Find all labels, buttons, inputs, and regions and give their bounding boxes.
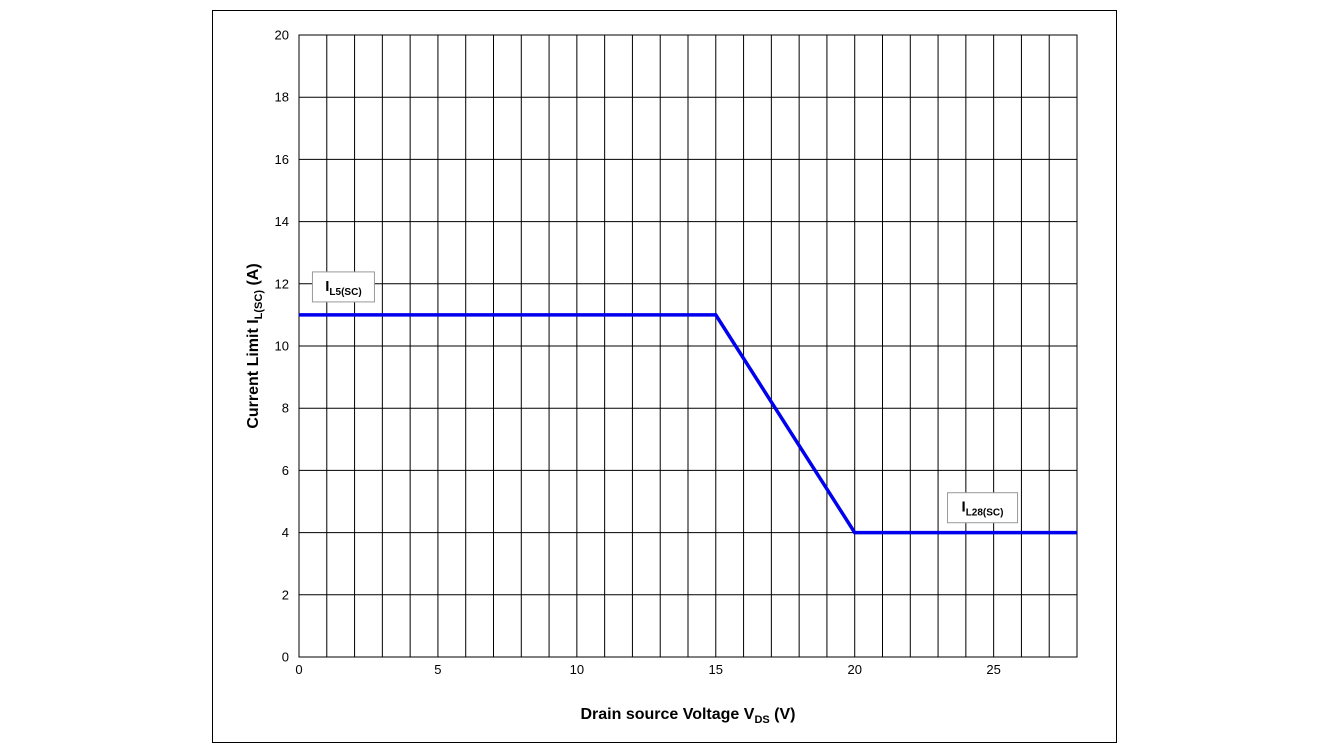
x-tick-label: 20 [847,662,861,677]
y-tick-label: 2 [282,587,289,602]
y-axis-title-unit: (A) [245,263,262,290]
annotation-main: I [325,278,329,295]
annotation-box [947,492,1019,524]
annotation-main: I [962,499,966,516]
y-tick-label: 8 [282,401,289,416]
annotation-label: IL28(SC) [947,492,1019,524]
y-tick-label: 12 [275,276,289,291]
x-tick-label: 15 [709,662,723,677]
annotation-text: IL5(SC) [325,278,361,298]
y-tick-label: 6 [282,463,289,478]
plot-area [298,34,1078,658]
x-axis-title: Drain source Voltage VDS (V) [580,706,795,726]
annotation-box [311,271,375,303]
tick-labels: 0 5 10 15 20 25 0 2 4 6 8 10 12 14 16 18 20 [275,28,1001,678]
series-layer [299,313,1077,535]
y-axis-title: Current Limit IL(SC) (A) [245,263,265,428]
y-tick-label: 4 [282,525,289,540]
x-axis-title-main: Drain source Voltage V [580,706,754,723]
y-axis-title-main: Current Limit I [245,319,262,428]
annotation-text: IL28(SC) [962,499,1004,519]
annotation-sub: L5(SC) [329,287,361,298]
x-tick-label: 10 [570,662,584,677]
y-axis-title-sub: L(SC) [253,290,265,320]
x-axis-title-sub: DS [754,714,769,726]
x-axis-title-unit: (V) [770,706,796,723]
y-tick-label: 0 [282,650,289,665]
y-tick-label: 20 [275,28,289,43]
annotations: IL5(SC)IL28(SC) [311,271,1019,524]
y-tick-label: 16 [275,152,289,167]
y-tick-label: 18 [275,90,289,105]
annotation-sub: L28(SC) [966,508,1004,519]
grid [298,34,1078,658]
x-tick-label: 25 [986,662,1000,677]
x-tick-label: 5 [434,662,441,677]
series-line [299,313,1077,535]
chart-frame [212,10,1117,743]
annotation-label: IL5(SC) [311,271,375,303]
y-tick-label: 10 [275,339,289,354]
y-tick-label: 14 [275,214,289,229]
x-tick-label: 0 [295,662,302,677]
